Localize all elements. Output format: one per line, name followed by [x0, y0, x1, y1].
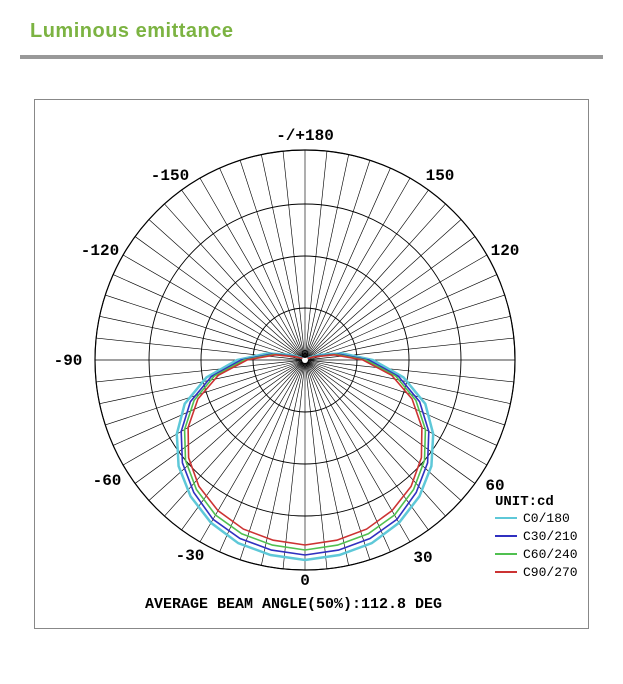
svg-text:60: 60	[485, 477, 504, 495]
svg-text:UNIT:cd: UNIT:cd	[495, 494, 554, 510]
svg-text:-120: -120	[81, 242, 119, 260]
divider	[20, 55, 603, 59]
svg-text:C0/180: C0/180	[523, 511, 570, 526]
svg-text:30: 30	[413, 549, 432, 567]
svg-text:C30/210: C30/210	[523, 529, 578, 544]
svg-text:-150: -150	[151, 167, 189, 185]
svg-text:120: 120	[491, 242, 520, 260]
svg-text:0: 0	[301, 348, 308, 362]
svg-text:-30: -30	[176, 547, 205, 565]
section-title: Luminous emittance	[20, 20, 603, 43]
svg-text:-60: -60	[93, 472, 122, 490]
svg-text:0: 0	[300, 572, 310, 590]
svg-text:AVERAGE BEAM ANGLE(50%):112.8: AVERAGE BEAM ANGLE(50%):112.8 DEG	[145, 596, 442, 613]
svg-text:-90: -90	[54, 352, 83, 370]
svg-text:150: 150	[426, 167, 455, 185]
polar-chart-svg: 0 -/+180 -150 150 -120 120 -90 -60 60 -30 30 0 AVERA…	[45, 110, 598, 618]
svg-text:C60/240: C60/240	[523, 547, 578, 562]
svg-text:C90/270: C90/270	[523, 565, 578, 580]
svg-text:-/+180: -/+180	[276, 127, 334, 145]
polar-chart: 0 -/+180 -150 150 -120 120 -90 -60 60 -30 30 0 AVERA…	[34, 99, 589, 629]
